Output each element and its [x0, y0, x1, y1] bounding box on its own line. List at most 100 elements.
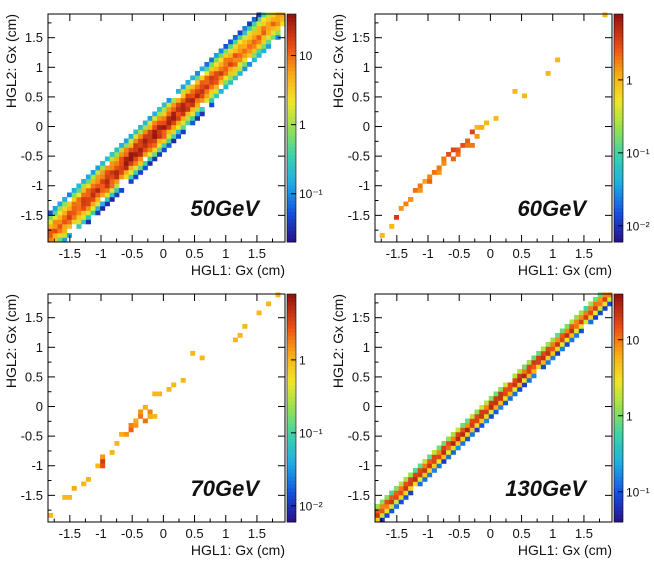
color-scale-band: [614, 442, 623, 447]
heatmap-bin: [114, 147, 120, 153]
heatmap-bin: [379, 504, 385, 509]
heatmap-bin: [76, 201, 82, 207]
color-scale-band: [287, 453, 296, 458]
heatmap-bin: [185, 79, 191, 85]
heatmap-bin: [256, 39, 262, 45]
color-scale-band: [614, 518, 623, 523]
heatmap-bin: [190, 115, 196, 121]
heatmap-bin: [460, 142, 466, 148]
heatmap-bin: [507, 395, 513, 401]
heatmap-bin: [393, 490, 399, 496]
heatmap-bin: [384, 513, 390, 518]
color-scale-band: [287, 457, 296, 462]
heatmap-bin: [100, 463, 106, 469]
heatmap-bin: [175, 120, 182, 126]
heatmap-bin: [190, 120, 196, 126]
heatmap-bin: [384, 504, 390, 509]
heatmap-bin: [517, 386, 523, 392]
heatmap-bin: [76, 210, 82, 216]
heatmap-bin: [109, 174, 115, 180]
heatmap-bins: [48, 292, 281, 518]
heatmap-bin: [142, 120, 148, 126]
heatmap-bin: [232, 337, 238, 343]
color-scale-band: [287, 139, 296, 144]
color-scale-band: [287, 116, 296, 121]
heatmap-bin: [540, 346, 546, 352]
heatmap-bin: [48, 513, 54, 518]
heatmap-bin: [161, 111, 167, 117]
color-scale-band: [287, 173, 296, 178]
heatmap-bin: [607, 296, 613, 302]
heatmap-bin: [119, 165, 125, 171]
heatmap-bin: [398, 490, 404, 496]
heatmap-bin: [95, 463, 101, 469]
color-scale-band: [287, 328, 296, 333]
heatmap-bin: [152, 142, 158, 148]
heatmap-bin: [569, 337, 575, 343]
heatmap-bin: [237, 30, 243, 36]
heatmap-bin: [526, 359, 532, 365]
heatmap-bin: [261, 25, 267, 31]
heatmap-bin: [133, 129, 139, 135]
heatmap-bin: [62, 205, 68, 211]
heatmap-bin: [71, 219, 77, 225]
heatmap-bin: [81, 201, 87, 207]
color-scale-band: [614, 404, 623, 409]
color-scale-band: [614, 309, 623, 314]
heatmap-bin: [455, 440, 461, 446]
heatmap-bin: [133, 418, 139, 424]
heatmap-bin: [412, 187, 418, 193]
heatmap-bin: [71, 201, 77, 207]
heatmap-bin: [166, 129, 172, 135]
color-scale-band: [287, 347, 296, 352]
y-tick-label: 1: [36, 340, 43, 355]
heatmap-bin: [114, 183, 120, 189]
heatmap-bin: [417, 481, 423, 487]
heatmap-bin: [446, 436, 452, 442]
heatmap-bin: [460, 431, 466, 437]
color-scale-band: [287, 335, 296, 340]
heatmap-bin: [247, 30, 253, 36]
heatmap-bins: [379, 12, 608, 238]
heatmap-bin: [152, 111, 158, 117]
heatmap-bin: [247, 48, 253, 54]
heatmap-bin: [147, 142, 153, 148]
heatmap-bin: [66, 215, 72, 220]
heatmap-bin: [545, 359, 551, 365]
heatmap-bin: [232, 57, 238, 63]
color-scale-band: [614, 294, 623, 299]
heatmap-bin: [256, 21, 262, 27]
heatmap-bin: [142, 129, 148, 135]
heatmap-bin: [607, 292, 613, 298]
heatmap-bin: [166, 138, 172, 144]
heatmap-bin: [574, 323, 580, 329]
color-scale-band: [287, 301, 296, 306]
color-scale-label: 10⁻²: [299, 499, 323, 513]
heatmap-bin: [408, 485, 414, 491]
color-scale-band: [287, 71, 296, 76]
heatmap-bin: [431, 454, 437, 460]
heatmap-bin: [194, 115, 200, 121]
heatmap-bin: [526, 373, 532, 379]
heatmap-bin: [469, 418, 475, 424]
y-tick-label: 0: [36, 399, 43, 414]
heatmap-bin: [194, 93, 200, 99]
color-scale-band: [614, 97, 623, 102]
color-scale-band: [614, 362, 623, 367]
heatmap-bin: [62, 201, 68, 207]
heatmap-bin: [223, 52, 229, 58]
heatmap-bin: [242, 323, 248, 329]
heatmap-bin: [171, 102, 177, 108]
heatmap-bin: [521, 364, 527, 370]
heatmap-bin: [446, 445, 452, 451]
heatmap-bin: [85, 210, 91, 216]
heatmap-bin: [66, 495, 72, 500]
color-scale-band: [614, 188, 623, 193]
heatmap-bin: [147, 151, 153, 157]
heatmap-bin: [237, 52, 243, 58]
x-tick-label: 0: [160, 526, 167, 541]
heatmap-bin: [48, 237, 54, 243]
heatmap-bin: [90, 205, 96, 211]
color-scale-band: [614, 158, 623, 163]
heatmap-bin: [104, 174, 110, 180]
